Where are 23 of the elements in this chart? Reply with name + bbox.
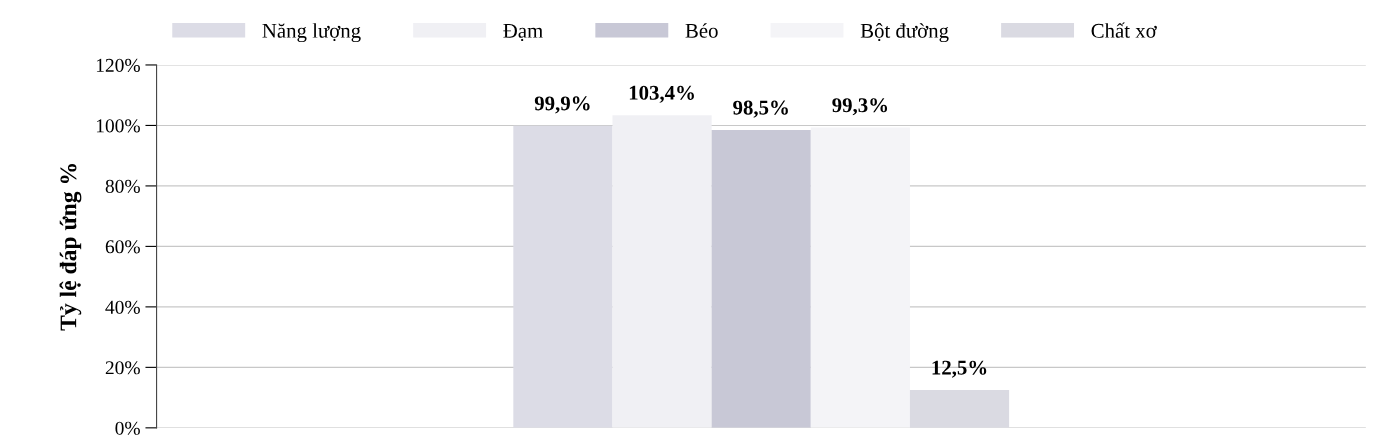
data-label: 99,3% xyxy=(832,98,888,116)
data-label: 103,4% xyxy=(629,85,694,103)
bar xyxy=(711,129,811,428)
bar xyxy=(513,125,613,428)
y-tick-label: 100% xyxy=(96,119,140,133)
y-tick-label: 0% xyxy=(115,421,140,435)
bar xyxy=(612,115,712,428)
legend-label: Bột đường xyxy=(860,23,949,43)
y-tick-label: 80% xyxy=(105,179,140,193)
legend-label: Đạm xyxy=(503,23,543,42)
legend-label: Béo xyxy=(685,23,718,38)
y-tick-label: 60% xyxy=(105,240,140,254)
data-label: 98,5% xyxy=(733,100,788,118)
y-tick-label: 20% xyxy=(105,361,140,375)
data-label: 99,9% xyxy=(534,96,590,114)
bar xyxy=(909,390,1010,428)
y-tick-label: 40% xyxy=(105,300,140,314)
bar xyxy=(810,127,910,428)
legend-label: Chất xơ xyxy=(1091,22,1157,38)
y-tick-label: 120% xyxy=(96,58,140,72)
legend-label: Năng lượng xyxy=(262,23,361,43)
data-label: 12,5% xyxy=(932,360,987,378)
y-axis-title: Tỷ lệ đáp ứng % xyxy=(59,164,82,331)
